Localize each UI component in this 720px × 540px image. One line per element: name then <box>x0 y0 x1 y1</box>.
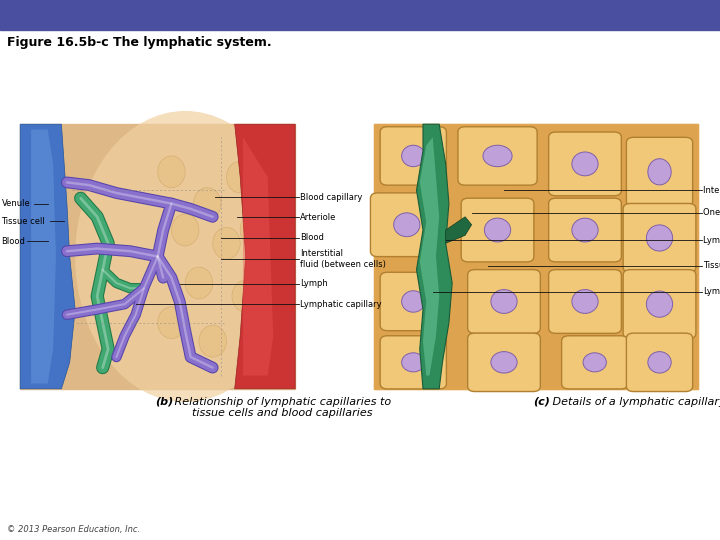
Polygon shape <box>446 217 472 243</box>
Ellipse shape <box>491 289 517 313</box>
Ellipse shape <box>194 188 221 219</box>
Text: Interstitial
fluid (between cells): Interstitial fluid (between cells) <box>300 249 386 269</box>
FancyBboxPatch shape <box>626 333 693 392</box>
Polygon shape <box>416 124 452 389</box>
FancyBboxPatch shape <box>549 132 621 195</box>
FancyBboxPatch shape <box>380 127 446 185</box>
Ellipse shape <box>648 159 671 185</box>
Ellipse shape <box>402 145 425 167</box>
Ellipse shape <box>394 213 420 237</box>
Ellipse shape <box>226 161 254 193</box>
Ellipse shape <box>212 227 240 259</box>
FancyBboxPatch shape <box>380 272 446 330</box>
Ellipse shape <box>483 145 512 167</box>
Text: Blood capillary: Blood capillary <box>300 193 363 201</box>
FancyBboxPatch shape <box>462 198 534 262</box>
Text: Lymphatic capillary: Lymphatic capillary <box>300 300 382 308</box>
Bar <box>0 0 720 30</box>
Polygon shape <box>235 124 295 389</box>
Ellipse shape <box>171 214 199 246</box>
Text: Venule: Venule <box>1 199 30 208</box>
Bar <box>374 124 698 389</box>
Bar <box>20 124 295 389</box>
Text: Lymph: Lymph <box>703 287 720 296</box>
Text: Relationship of lymphatic capillaries to
      tissue cells and blood capillarie: Relationship of lymphatic capillaries to… <box>171 397 391 418</box>
Text: Tissue cell: Tissue cell <box>1 217 45 226</box>
Text: (b): (b) <box>155 397 173 407</box>
Text: Figure 16.5b-c The lymphatic system.: Figure 16.5b-c The lymphatic system. <box>7 36 272 49</box>
Text: One-way opening: One-way opening <box>703 208 720 217</box>
Ellipse shape <box>583 353 606 372</box>
Ellipse shape <box>572 289 598 313</box>
Text: (c): (c) <box>533 397 549 407</box>
FancyBboxPatch shape <box>626 137 693 206</box>
FancyBboxPatch shape <box>623 269 696 339</box>
Ellipse shape <box>572 152 598 176</box>
FancyBboxPatch shape <box>468 269 540 333</box>
Text: Tissue cell: Tissue cell <box>703 261 720 270</box>
Ellipse shape <box>232 280 259 312</box>
Ellipse shape <box>647 225 672 251</box>
FancyBboxPatch shape <box>468 333 540 392</box>
Polygon shape <box>420 137 439 375</box>
FancyBboxPatch shape <box>380 336 446 389</box>
Text: Lymph: Lymph <box>300 279 328 288</box>
Ellipse shape <box>158 307 185 339</box>
FancyBboxPatch shape <box>623 204 696 273</box>
FancyBboxPatch shape <box>370 193 443 256</box>
Ellipse shape <box>485 218 510 242</box>
Ellipse shape <box>75 111 295 402</box>
Ellipse shape <box>240 214 268 246</box>
FancyBboxPatch shape <box>549 269 621 333</box>
Text: Blood: Blood <box>300 233 324 242</box>
FancyBboxPatch shape <box>458 127 537 185</box>
Text: Lymphatic capillary: Lymphatic capillary <box>703 236 720 245</box>
Text: Arteriole: Arteriole <box>300 213 337 221</box>
Ellipse shape <box>648 352 671 373</box>
Ellipse shape <box>572 218 598 242</box>
Polygon shape <box>31 130 56 383</box>
Bar <box>374 124 698 389</box>
Ellipse shape <box>647 291 672 317</box>
Text: Interstitial fluid: Interstitial fluid <box>703 186 720 194</box>
FancyBboxPatch shape <box>562 336 628 389</box>
Ellipse shape <box>491 352 517 373</box>
Text: Blood: Blood <box>1 237 25 246</box>
Text: Details of a lymphatic capillary: Details of a lymphatic capillary <box>549 397 720 407</box>
Ellipse shape <box>199 325 226 357</box>
Ellipse shape <box>402 291 425 312</box>
Text: © 2013 Pearson Education, Inc.: © 2013 Pearson Education, Inc. <box>7 524 140 534</box>
Ellipse shape <box>158 156 185 188</box>
FancyBboxPatch shape <box>549 198 621 262</box>
Ellipse shape <box>402 353 425 372</box>
Polygon shape <box>20 124 75 389</box>
Polygon shape <box>243 137 273 375</box>
Ellipse shape <box>185 267 212 299</box>
